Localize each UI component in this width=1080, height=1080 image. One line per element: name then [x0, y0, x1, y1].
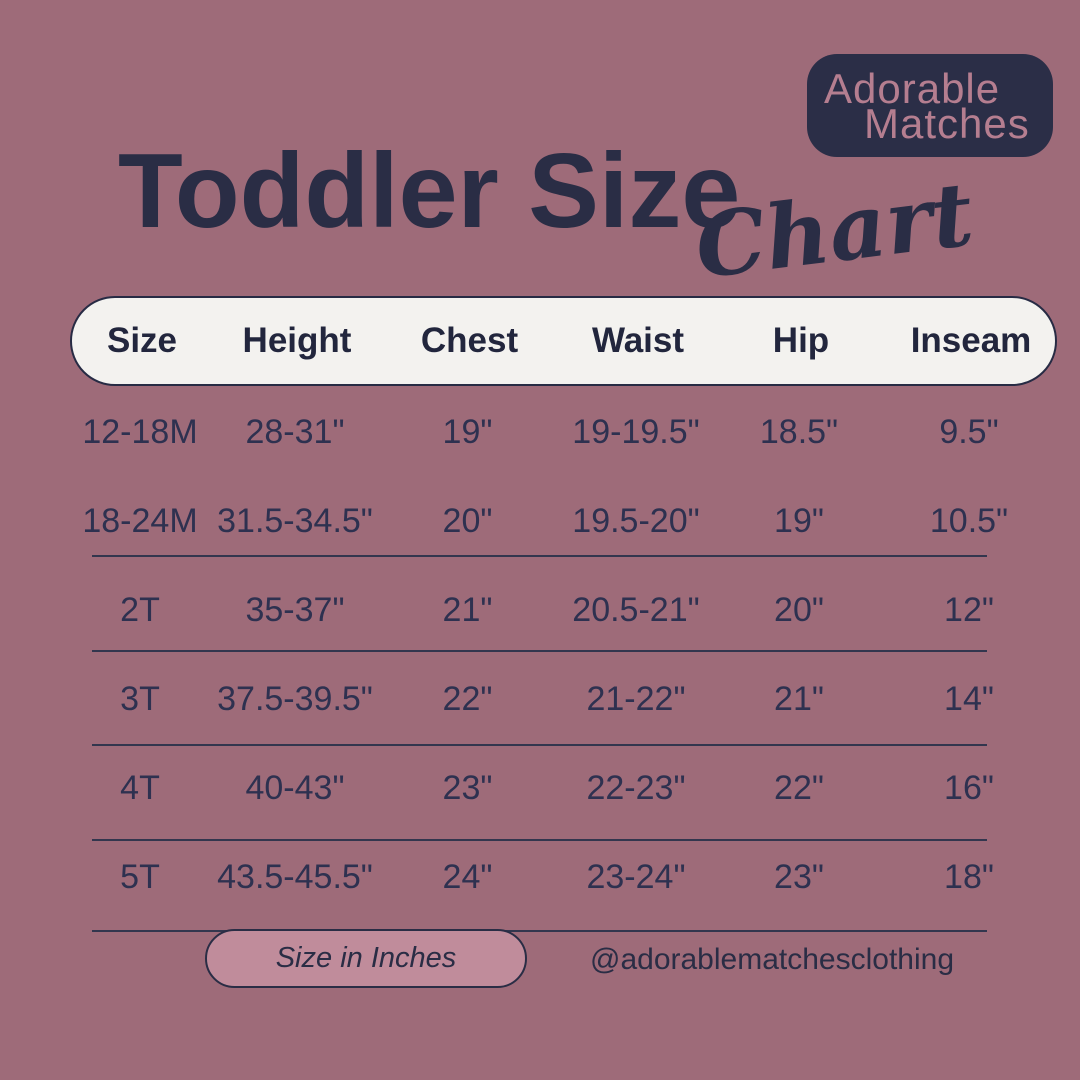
- cell-hip: 21": [774, 680, 824, 718]
- row-divider: [92, 555, 987, 557]
- table-header-row: Size Height Chest Waist Hip Inseam: [70, 296, 1057, 386]
- row-divider: [92, 930, 987, 932]
- cell-hip: 22": [774, 769, 824, 807]
- column-header-waist: Waist: [591, 321, 685, 360]
- size-table: Size Height Chest Waist Hip Inseam 12-18…: [70, 296, 1057, 932]
- table-body: 12-18M 28-31" 19" 19-19.5" 18.5" 9.5" 18…: [70, 388, 1057, 932]
- cell-hip: 23": [774, 858, 824, 896]
- column-header-height: Height: [242, 321, 352, 360]
- unit-badge-label: Size in Inches: [275, 942, 457, 974]
- brand-name-line2: Matches: [864, 100, 1030, 147]
- cell-height: 31.5-34.5": [217, 502, 373, 540]
- cell-inseam: 10.5": [929, 502, 1009, 540]
- unit-badge: Size in Inches: [205, 929, 527, 988]
- cell-waist: 21-22": [586, 680, 686, 718]
- brand-name-line1: Adorable: [824, 65, 1001, 112]
- cell-chest: 21": [442, 591, 493, 629]
- cell-waist: 22-23": [586, 769, 686, 807]
- row-divider: [92, 650, 987, 652]
- cell-waist: 23-24": [586, 858, 686, 896]
- table-row-12-18m: 12-18M 28-31" 19" 19-19.5" 18.5" 9.5": [70, 388, 1057, 477]
- cell-hip: 19": [774, 502, 824, 540]
- cell-waist: 19-19.5": [572, 413, 700, 451]
- cell-hip: 20": [774, 591, 824, 629]
- cell-height: 40-43": [245, 769, 345, 807]
- cell-size: 18-24M: [82, 502, 198, 540]
- column-header-hip: Hip: [772, 321, 830, 360]
- cell-size: 3T: [120, 680, 160, 718]
- cell-hip: 18.5": [759, 413, 839, 451]
- cell-chest: 23": [442, 769, 493, 807]
- cell-size: 2T: [120, 591, 160, 629]
- table-row-2t: 2T 35-37" 21" 20.5-21" 20" 12": [70, 566, 1057, 655]
- row-divider: [92, 839, 987, 841]
- cell-size: 5T: [120, 858, 160, 896]
- cell-size: 4T: [120, 769, 160, 807]
- cell-chest: 24": [442, 858, 493, 896]
- column-header-size: Size: [106, 321, 178, 360]
- page-title: Toddler Size: [118, 132, 741, 250]
- cell-inseam: 12": [944, 591, 994, 629]
- table-row-5t: 5T 43.5-45.5" 24" 23-24" 23" 18": [70, 833, 1057, 922]
- column-header-chest: Chest: [420, 321, 519, 360]
- table-row-4t: 4T 40-43" 23" 22-23" 22" 16": [70, 744, 1057, 833]
- cell-waist: 20.5-21": [572, 591, 700, 629]
- cell-inseam: 9.5": [939, 413, 999, 451]
- cell-inseam: 16": [944, 769, 994, 807]
- cell-chest: 19": [442, 413, 493, 451]
- column-header-inseam: Inseam: [910, 321, 1032, 360]
- cell-height: 43.5-45.5": [217, 858, 373, 896]
- cell-chest: 20": [442, 502, 493, 540]
- table-row-18-24m: 18-24M 31.5-34.5" 20" 19.5-20" 19" 10.5": [70, 477, 1057, 566]
- cell-inseam: 14": [944, 680, 994, 718]
- cell-height: 37.5-39.5": [217, 680, 373, 718]
- brand-badge: Adorable Matches: [807, 54, 1053, 157]
- cell-chest: 22": [442, 680, 493, 718]
- social-handle: @adorablematchesclothing: [590, 943, 954, 976]
- cell-waist: 19.5-20": [572, 502, 700, 540]
- table-row-3t: 3T 37.5-39.5" 22" 21-22" 21" 14": [70, 655, 1057, 744]
- row-divider: [92, 744, 987, 746]
- cell-height: 28-31": [245, 413, 345, 451]
- cell-size: 12-18M: [82, 413, 198, 451]
- cell-height: 35-37": [245, 591, 345, 629]
- cell-inseam: 18": [944, 858, 994, 896]
